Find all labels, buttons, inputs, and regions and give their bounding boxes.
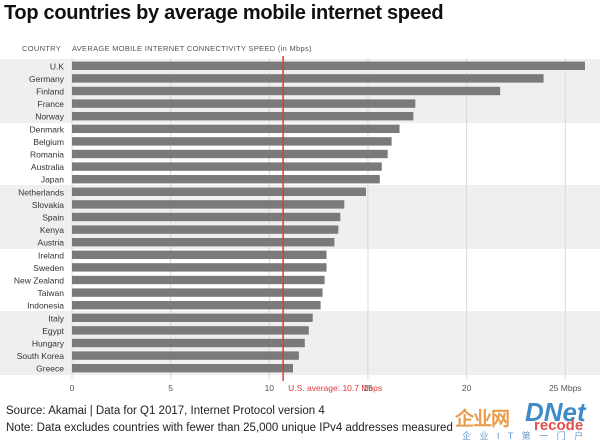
watermark-logo-cn: 企业网 <box>455 409 510 430</box>
category-header: COUNTRY <box>22 44 61 53</box>
footnote: Note: Data excludes countries with fewer… <box>6 422 453 434</box>
bar <box>72 263 327 272</box>
bar <box>72 74 544 83</box>
x-tick-label: 10 <box>265 383 275 393</box>
category-label: Greece <box>36 364 64 374</box>
bar <box>72 326 309 335</box>
category-label: Netherlands <box>18 187 64 197</box>
category-label: South Korea <box>17 351 65 361</box>
bar <box>72 86 501 96</box>
bar <box>72 175 380 184</box>
bar <box>72 149 388 159</box>
category-label: Ireland <box>38 250 64 260</box>
watermark-tagline: 企 业 I T 第 一 门 户 <box>462 431 587 441</box>
bar <box>72 338 305 348</box>
x-tick-label: 0 <box>70 383 75 393</box>
bar <box>72 225 339 234</box>
bar <box>72 112 414 121</box>
x-tick-label: 25 Mbps <box>549 383 582 393</box>
x-tick-label: 20 <box>462 383 472 393</box>
bar <box>72 313 313 322</box>
bar <box>72 288 323 297</box>
watermark-logo-recode: recode <box>534 417 584 434</box>
x-tick-label: 5 <box>168 383 173 393</box>
watermark-logo-dinet: DNet <box>525 397 586 427</box>
category-label: Finland <box>36 87 64 97</box>
bar <box>72 187 366 196</box>
bar <box>72 61 585 70</box>
category-label: Belgium <box>33 137 64 147</box>
category-label: Sweden <box>33 263 64 273</box>
category-label: Slovakia <box>32 200 64 210</box>
category-label: Austria <box>38 238 65 248</box>
category-label: New Zealand <box>14 276 64 286</box>
bar <box>72 250 327 259</box>
bar <box>72 200 345 209</box>
bar <box>72 212 341 222</box>
category-label: France <box>38 99 65 109</box>
bar <box>72 124 400 133</box>
bar <box>72 301 321 310</box>
category-label: Italy <box>48 313 64 323</box>
category-label: Kenya <box>40 225 64 235</box>
chart-title: Top countries by average mobile internet… <box>4 2 444 24</box>
category-label: Egypt <box>42 326 64 336</box>
category-label: Australia <box>31 162 64 172</box>
category-label: Taiwan <box>38 288 65 298</box>
value-header: AVERAGE MOBILE INTERNET CONNECTIVITY SPE… <box>72 44 312 53</box>
x-tick-label: 15 <box>363 383 373 393</box>
bar <box>72 99 416 108</box>
bar <box>72 162 382 171</box>
category-label: Hungary <box>32 339 65 349</box>
bar <box>72 351 299 360</box>
category-label: Romania <box>30 150 64 160</box>
category-label: Denmark <box>30 124 65 134</box>
category-label: Indonesia <box>27 301 64 311</box>
category-label: Japan <box>41 175 64 185</box>
bar <box>72 364 293 373</box>
source-note: Source: Akamai | Data for Q1 2017, Inter… <box>6 405 325 417</box>
category-label: U.K <box>50 61 65 71</box>
category-label: Germany <box>29 74 65 84</box>
bar <box>72 137 392 146</box>
reference-label: U.S. average: 10.7 Mbps <box>288 383 382 393</box>
bar <box>72 275 325 285</box>
bar <box>72 238 335 247</box>
bar-chart: COUNTRY AVERAGE MOBILE INTERNET CONNECTIV… <box>0 44 600 393</box>
category-label: Spain <box>42 213 64 223</box>
category-label: Norway <box>35 112 65 122</box>
